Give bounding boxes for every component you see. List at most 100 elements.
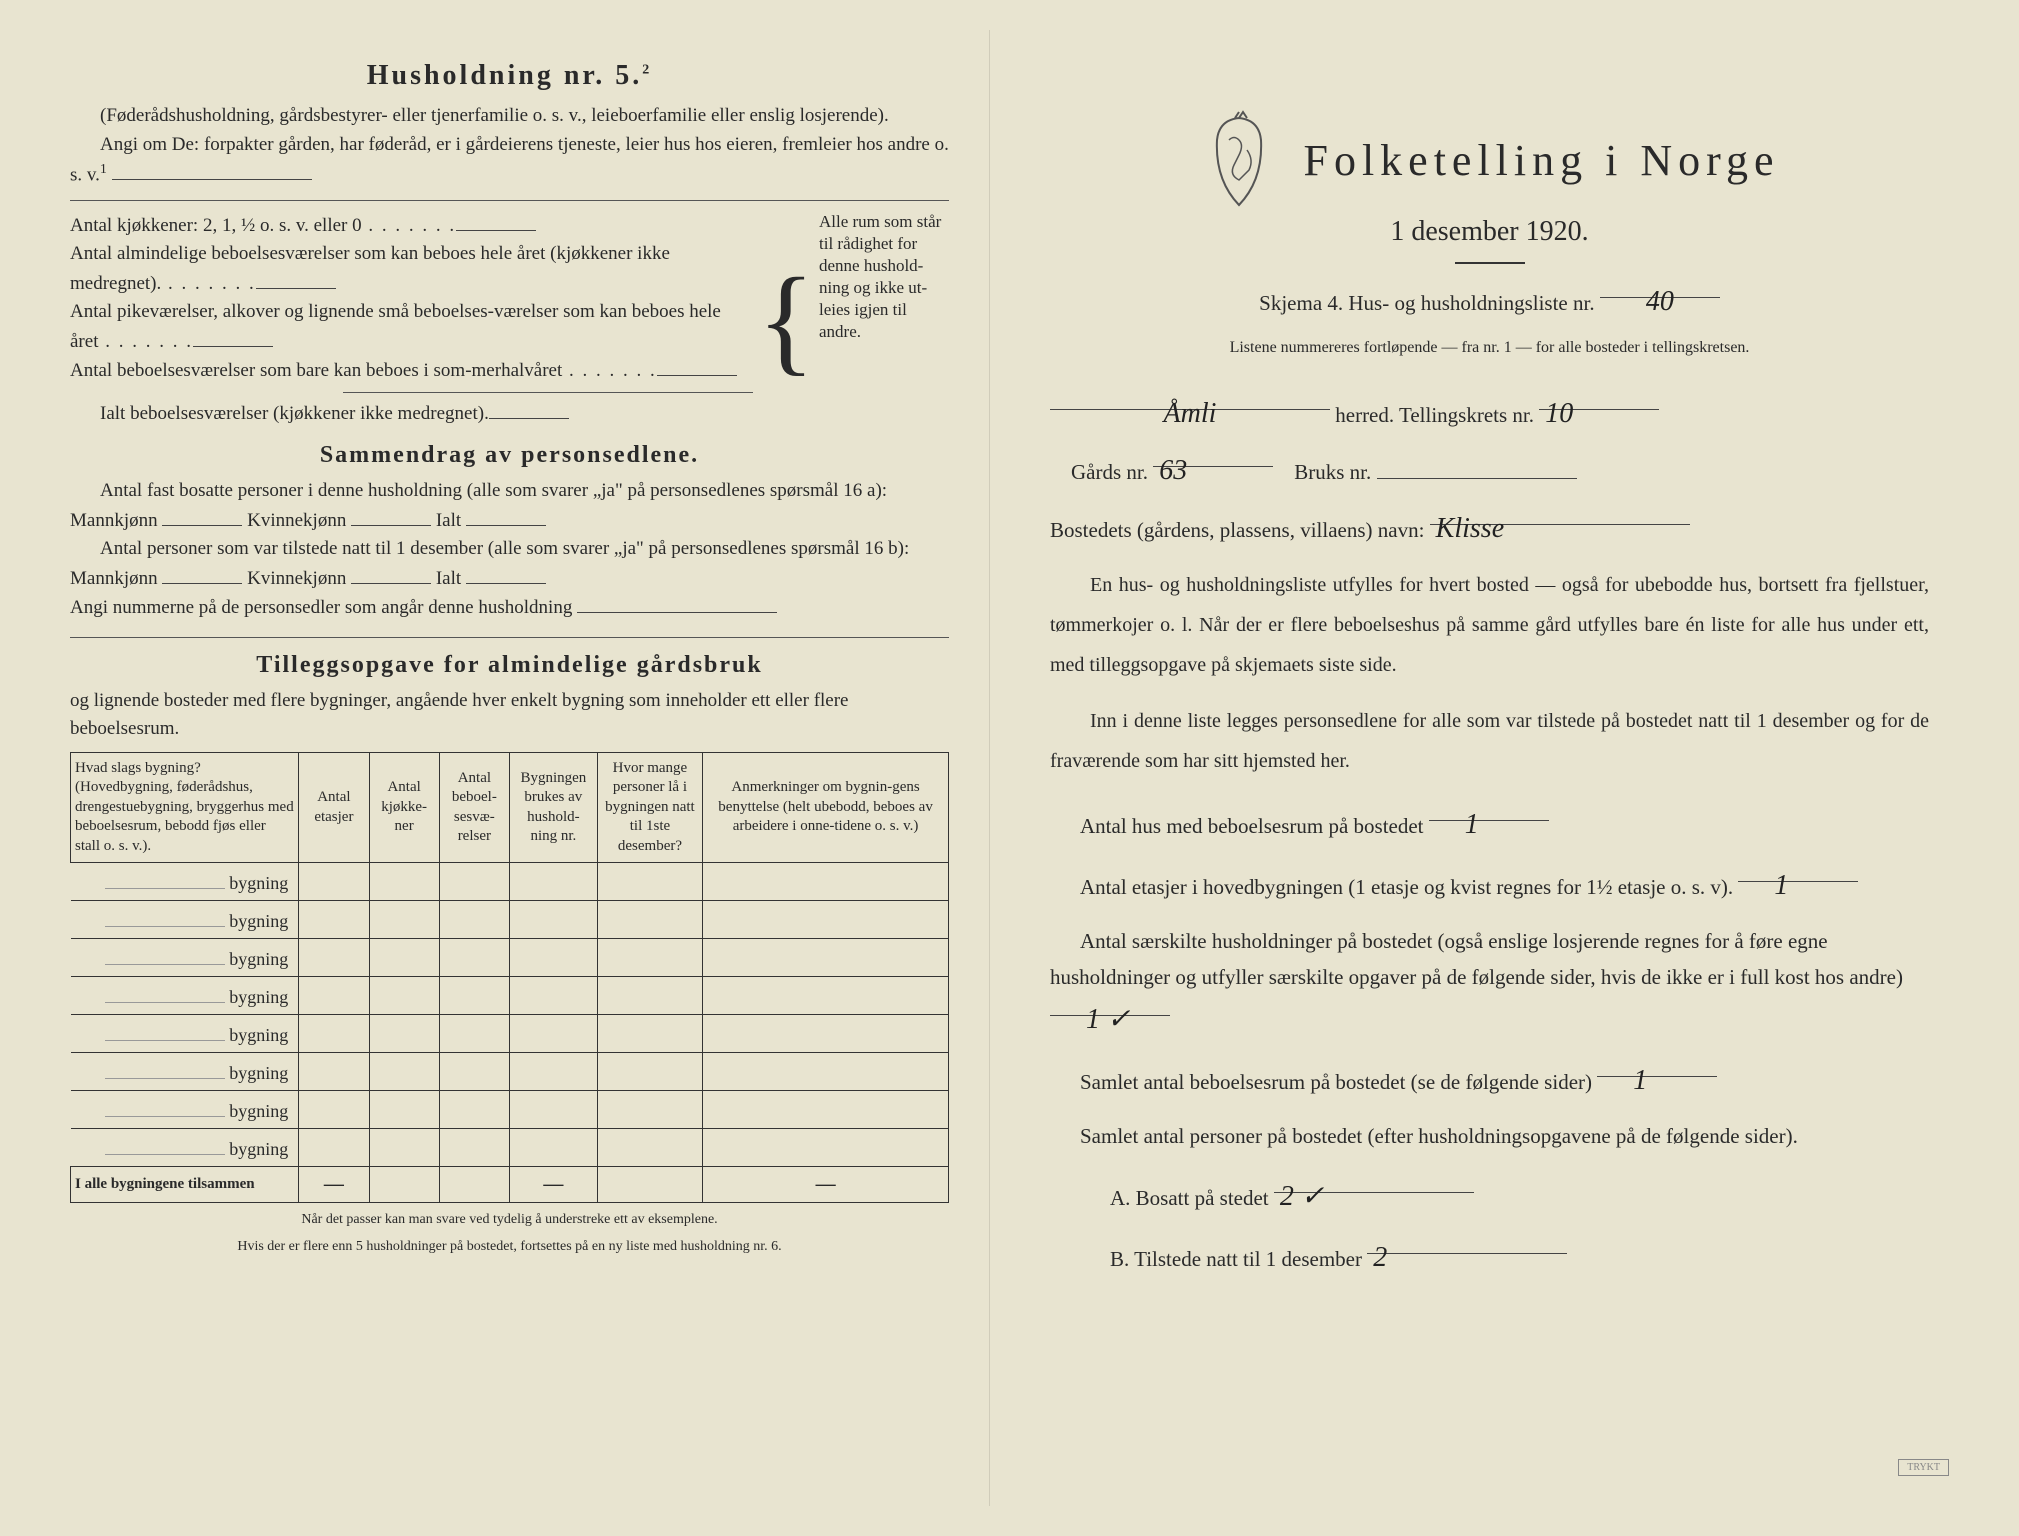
sum3-fill bbox=[577, 593, 777, 613]
sum-dash1: — bbox=[299, 1167, 369, 1203]
col7-header: Anmerkninger om bygnin-gens benyttelse (… bbox=[703, 752, 949, 863]
q4-label: Samlet antal beboelsesrum på bostedet (s… bbox=[1080, 1070, 1592, 1094]
table-row: bygning bbox=[71, 1053, 949, 1091]
subtitle: 1 desember 1920. bbox=[1050, 216, 1929, 248]
gards-value: 63 bbox=[1153, 447, 1273, 467]
sum2-i-label: Ialt bbox=[436, 568, 461, 589]
table-row: bygning bbox=[71, 977, 949, 1015]
q2-label: Antal etasjer i hovedbygningen (1 etasje… bbox=[1080, 875, 1733, 899]
kitchens-text: Antal kjøkkener: 2, 1, ½ o. s. v. eller … bbox=[70, 215, 362, 236]
kitchens-fill bbox=[456, 211, 536, 231]
coat-of-arms-icon bbox=[1199, 110, 1279, 210]
q3-line: Antal særskilte husholdninger på bostede… bbox=[1050, 924, 1929, 1039]
q3-label: Antal særskilte husholdninger på bostede… bbox=[1050, 929, 1903, 989]
col5-header: Bygningen brukes av hushold-ning nr. bbox=[509, 752, 597, 863]
sum2-m-fill bbox=[162, 564, 242, 584]
tillegg-intro: og lignende bosteder med flere bygninger… bbox=[70, 687, 949, 744]
gards-line: Gårds nr. 63 Bruks nr. bbox=[1050, 447, 1929, 491]
intro2-fill bbox=[112, 160, 312, 180]
rooms1-line: Antal almindelige beboelsesværelser som … bbox=[70, 240, 753, 298]
main-title: Folketelling i Norge bbox=[1303, 135, 1779, 186]
footnote1: Når det passer kan man svare ved tydelig… bbox=[70, 1209, 949, 1230]
col2-header: Antal etasjer bbox=[299, 752, 369, 863]
sum-dash2: — bbox=[509, 1167, 597, 1203]
skjema-line: Skjema 4. Hus- og husholdningsliste nr. … bbox=[1050, 278, 1929, 322]
printer-stamp: TRYKT bbox=[1898, 1459, 1949, 1476]
skjema-label: Skjema 4. Hus- og husholdningsliste nr. bbox=[1259, 291, 1594, 315]
table-row: bygning bbox=[71, 863, 949, 901]
title-row: Folketelling i Norge bbox=[1050, 110, 1929, 210]
q2-line: Antal etasjer i hovedbygningen (1 etasje… bbox=[1050, 862, 1929, 906]
herred-value: Åmli bbox=[1050, 390, 1330, 410]
footnote2: Hvis der er flere enn 5 husholdninger på… bbox=[70, 1236, 949, 1257]
sum-dash3: — bbox=[703, 1167, 949, 1203]
herred-line: Åmli herred. Tellingskrets nr. 10 bbox=[1050, 390, 1929, 434]
gards-label: Gårds nr. bbox=[1071, 460, 1148, 484]
building-table: Hvad slags bygning? (Hovedbygning, føder… bbox=[70, 752, 949, 1204]
sum1-k-label: Kvinnekjønn bbox=[247, 510, 346, 531]
right-page: Folketelling i Norge 1 desember 1920. Sk… bbox=[990, 30, 1989, 1506]
rooms3-text: Antal beboelsesværelser som bare kan beb… bbox=[70, 360, 562, 381]
skjema-value: 40 bbox=[1600, 278, 1720, 298]
household-heading-text: Husholdning nr. 5. bbox=[367, 60, 643, 91]
table-row: bygning bbox=[71, 901, 949, 939]
table-header-row: Hvad slags bygning? (Hovedbygning, føder… bbox=[71, 752, 949, 863]
brace-note: Alle rum som står til rådighet for denne… bbox=[819, 211, 949, 429]
col1-header: Hvad slags bygning? (Hovedbygning, føder… bbox=[71, 752, 299, 863]
qA-label: A. Bosatt på stedet bbox=[1110, 1186, 1269, 1210]
table-row: bygning bbox=[71, 1091, 949, 1129]
rooms-total-text: Ialt beboelsesværelser (kjøkkener ikke m… bbox=[100, 403, 489, 424]
q2-value: 1 bbox=[1738, 862, 1858, 882]
household-heading: Husholdning nr. 5.2 bbox=[70, 60, 949, 92]
row-label: bygning bbox=[71, 1053, 299, 1091]
sum2: Antal personer som var tilstede natt til… bbox=[70, 535, 949, 593]
intro2-label: Angi om De: bbox=[100, 134, 199, 155]
rooms-block: Antal kjøkkener: 2, 1, ½ o. s. v. eller … bbox=[70, 211, 949, 429]
rooms3-fill bbox=[657, 356, 737, 376]
intro2: Angi om De: forpakter gården, har føderå… bbox=[70, 131, 949, 190]
intro1: (Føderådshusholdning, gårdsbestyrer- ell… bbox=[70, 102, 949, 131]
q1-line: Antal hus med beboelsesrum på bostedet 1 bbox=[1050, 801, 1929, 845]
left-page: Husholdning nr. 5.2 (Føderådshusholdning… bbox=[30, 30, 990, 1506]
col6-header: Hvor mange personer lå i bygningen natt … bbox=[597, 752, 702, 863]
rooms-total-fill bbox=[489, 399, 569, 419]
table-row: bygning bbox=[71, 939, 949, 977]
para1-text: En hus- og husholdningsliste utfylles fo… bbox=[1050, 565, 1929, 685]
para2: Inn i denne liste legges personsedlene f… bbox=[1050, 701, 1929, 781]
qA-value: 2 ✓ bbox=[1274, 1173, 1474, 1193]
bosted-value: Klisse bbox=[1430, 505, 1690, 525]
sum2-k-label: Kvinnekjønn bbox=[247, 568, 346, 589]
rooms-total-line: Ialt beboelsesværelser (kjøkkener ikke m… bbox=[70, 399, 753, 429]
qB-label: B. Tilstede natt til 1 desember bbox=[1110, 1247, 1362, 1271]
sum1-k-fill bbox=[351, 506, 431, 526]
row-label: bygning bbox=[71, 977, 299, 1015]
rooms2-fill bbox=[193, 327, 273, 347]
sum1-i-fill bbox=[466, 506, 546, 526]
rooms1-fill bbox=[256, 269, 336, 289]
bruks-value bbox=[1377, 459, 1577, 479]
row-label: bygning bbox=[71, 1015, 299, 1053]
row-label: bygning bbox=[71, 901, 299, 939]
sum-label: I alle bygningene tilsammen bbox=[71, 1167, 299, 1203]
rooms2-line: Antal pikeværelser, alkover og lignende … bbox=[70, 298, 753, 356]
bruks-label: Bruks nr. bbox=[1294, 460, 1371, 484]
qB-value: 2 bbox=[1367, 1234, 1567, 1254]
table-row: bygning bbox=[71, 1129, 949, 1167]
row-label: bygning bbox=[71, 863, 299, 901]
summary-heading: Sammendrag av personsedlene. bbox=[70, 442, 949, 469]
q3-value: 1 ✓ bbox=[1050, 996, 1170, 1016]
q5-line: Samlet antal personer på bostedet (efter… bbox=[1050, 1119, 1929, 1155]
bosted-line: Bostedets (gårdens, plassens, villaens) … bbox=[1050, 505, 1929, 549]
herred-label: herred. Tellingskrets nr. bbox=[1335, 403, 1534, 427]
divider bbox=[1455, 262, 1525, 264]
rooms3-line: Antal beboelsesværelser som bare kan beb… bbox=[70, 356, 753, 386]
row-label: bygning bbox=[71, 1091, 299, 1129]
sum2-k-fill bbox=[351, 564, 431, 584]
q1-value: 1 bbox=[1429, 801, 1549, 821]
rooms1-text: Antal almindelige beboelsesværelser som … bbox=[70, 243, 670, 294]
q4-line: Samlet antal beboelsesrum på bostedet (s… bbox=[1050, 1057, 1929, 1101]
sum1: Antal fast bosatte personer i denne hush… bbox=[70, 477, 949, 535]
q4-value: 1 bbox=[1597, 1057, 1717, 1077]
brace-icon: { bbox=[753, 272, 819, 368]
tillegg-heading: Tilleggsopgave for almindelige gårdsbruk bbox=[70, 652, 949, 679]
